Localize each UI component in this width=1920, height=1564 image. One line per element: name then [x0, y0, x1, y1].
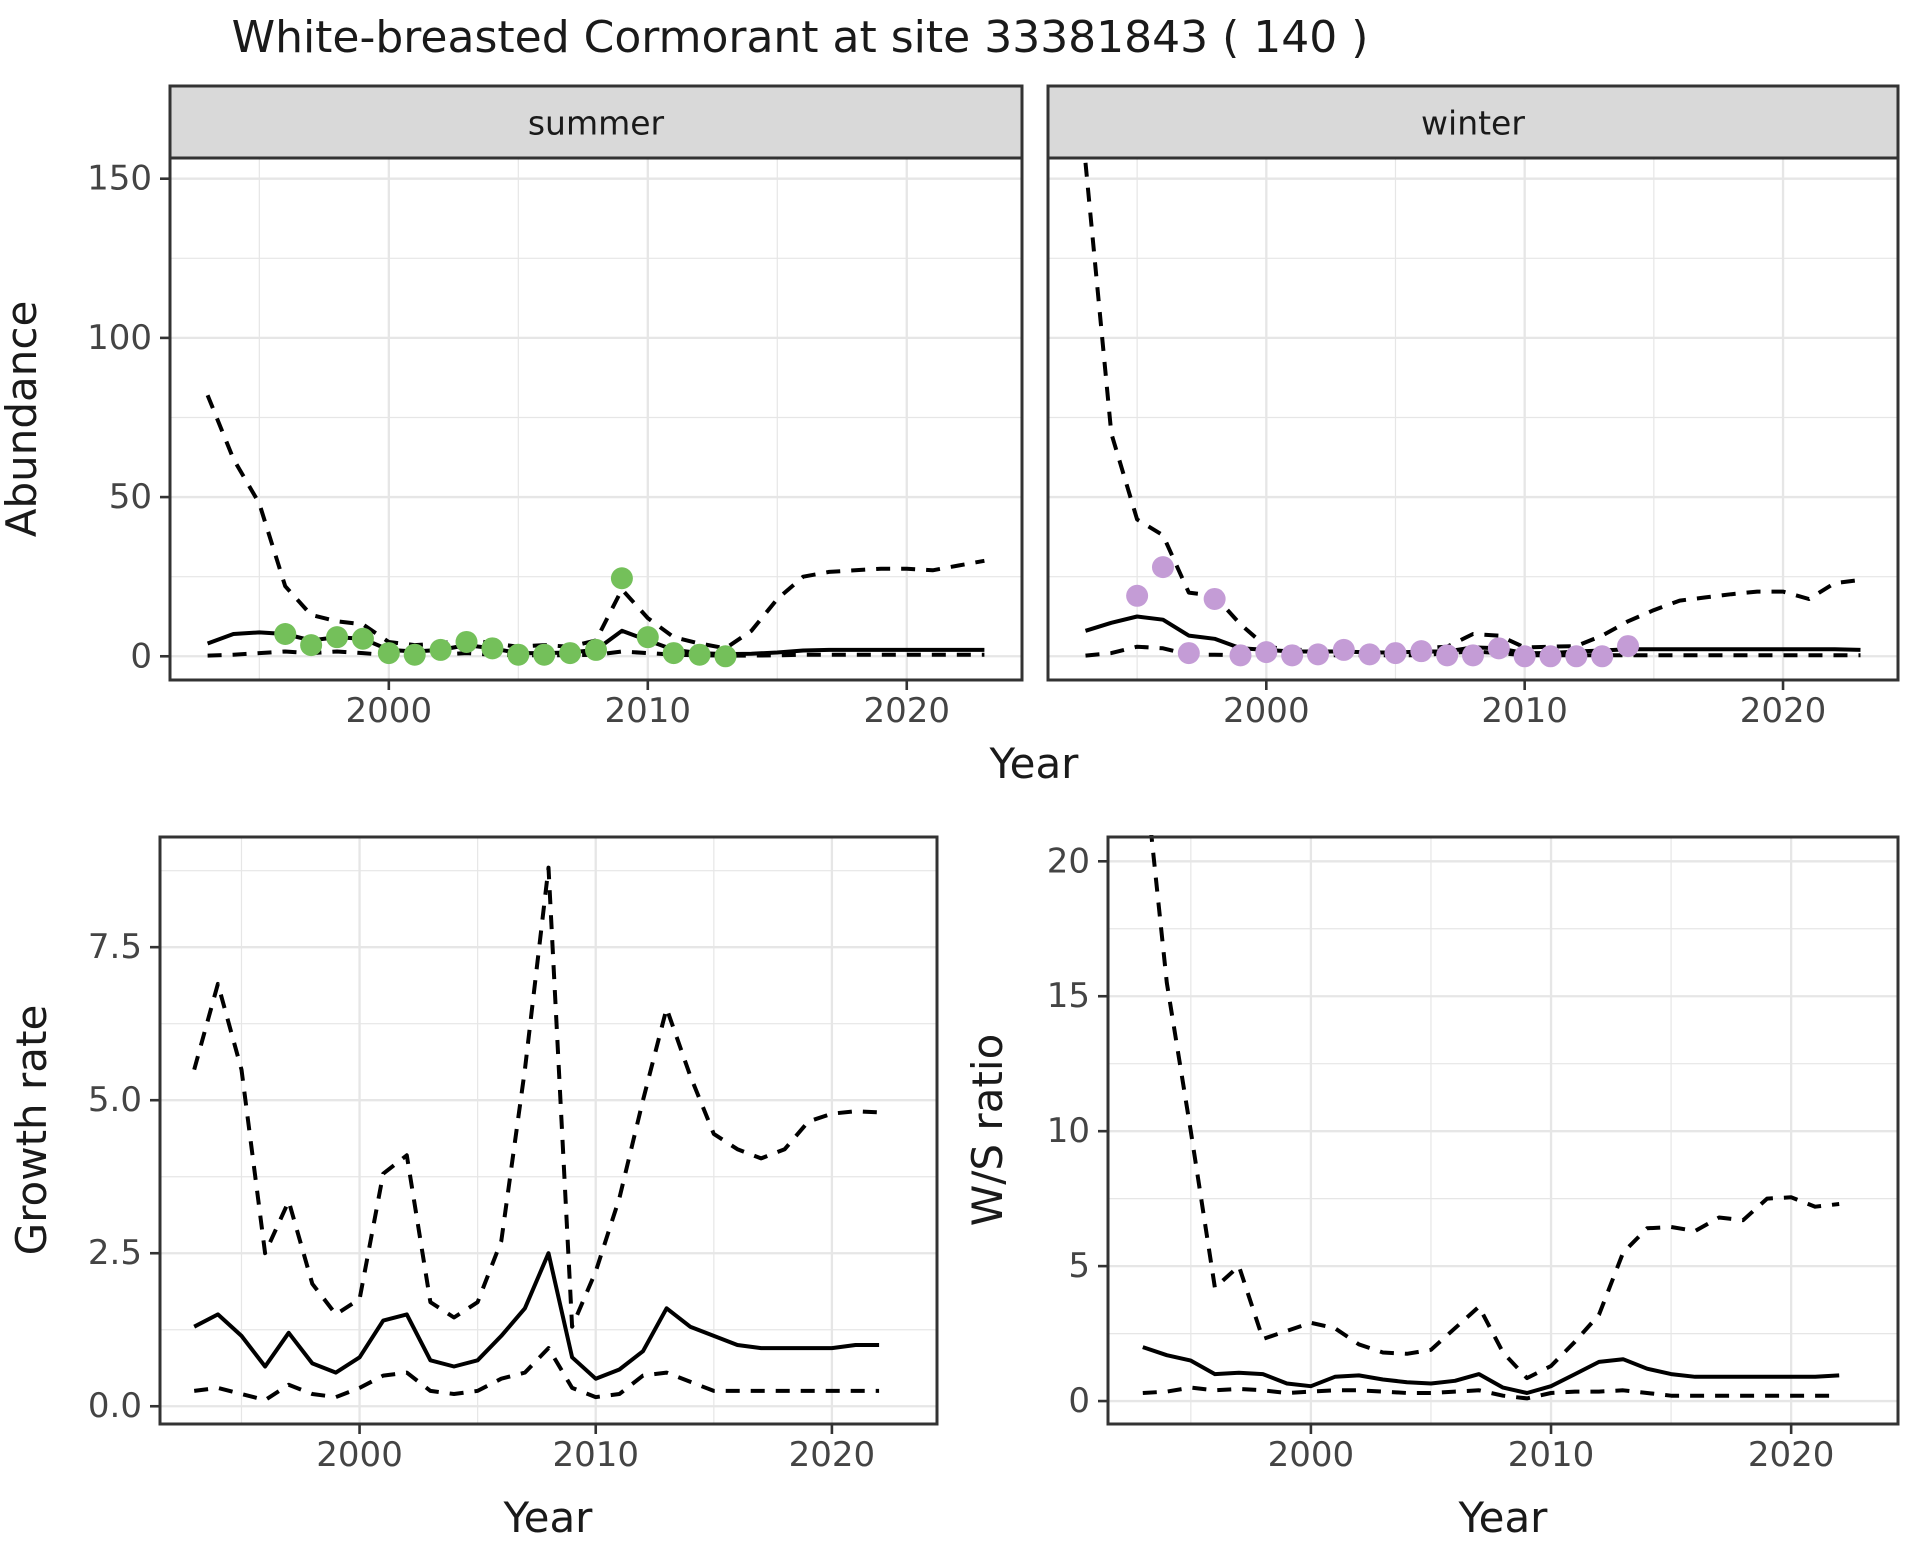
x-tick-label: 2020 — [789, 1435, 876, 1475]
abundance_summer-observation-point — [326, 626, 349, 649]
abundance_summer-observation-point — [662, 642, 685, 665]
abundance_winter-observation-point — [1281, 644, 1304, 667]
abundance_summer-observation-point — [533, 643, 556, 666]
facet-strip-summer — [168, 84, 1024, 160]
y-tick-label: 7.5 — [88, 927, 142, 967]
x-tick-label: 2010 — [605, 691, 692, 731]
abundance_winter-observation-point — [1255, 641, 1278, 664]
abundance_summer-observation-point — [636, 626, 659, 649]
ws_ratio-upper_ci-line — [1149, 835, 1840, 1381]
series-group — [1083, 162, 1861, 668]
abundance_winter-panel: winter 2000 2010 2020 — [1046, 84, 1900, 731]
abundance_winter-observation-point — [1229, 644, 1252, 667]
ws_ratio-median-line — [1142, 1345, 1840, 1395]
series-group — [205, 394, 985, 668]
x-tick-label: 2020 — [863, 691, 950, 731]
x-tick-label: 2000 — [346, 691, 433, 731]
y-tick-label: 10 — [1047, 1111, 1090, 1151]
x-tick-label: 2020 — [1748, 1435, 1835, 1475]
abundance_winter-observation-point — [1462, 644, 1484, 667]
abundance_winter-observation-point — [1332, 638, 1355, 661]
facet-strip-label: winter — [1421, 104, 1525, 143]
panel-background — [160, 837, 937, 1424]
panel-border — [158, 835, 939, 1426]
abundance_summer-observation-point — [610, 567, 633, 590]
abundance_summer-observation-point — [377, 642, 400, 665]
growth_rate-upper_ci-line — [192, 865, 880, 1329]
abundance_summer-observation-point — [455, 630, 478, 653]
y-tick-label: 0.0 — [88, 1386, 142, 1426]
abundance_winter-observation-point — [1539, 645, 1562, 668]
abundance_winter-observation-point — [1177, 642, 1200, 665]
y-tick-label: 15 — [1047, 976, 1090, 1016]
abundance_summer-observation-point — [507, 643, 530, 666]
growth_rate-panel: 2000 2010 2020 0.0 2.5 5.0 7.5 Year Growth rate — [7, 835, 939, 1542]
x-tick-label: 2000 — [1223, 691, 1310, 731]
abundance_winter-observation-point — [1151, 556, 1174, 579]
growth_rate-median-line — [193, 1251, 880, 1381]
x-axis-title: Year — [1458, 1493, 1549, 1542]
y-axis-title: W/S ratio — [963, 1034, 1012, 1227]
x-axis-title: Year — [989, 739, 1080, 788]
y-tick-label: 50 — [109, 477, 152, 517]
y-tick-label: 2.5 — [88, 1233, 142, 1273]
y-tick-label: 5.0 — [88, 1080, 142, 1120]
x-tick-label: 2010 — [1481, 691, 1568, 731]
abundance_winter-observation-point — [1565, 645, 1588, 668]
x-tick-label: 2010 — [552, 1435, 639, 1475]
facet-strip-winter — [1046, 84, 1900, 160]
abundance_summer-observation-point — [429, 638, 452, 661]
abundance_winter-observation-point — [1126, 584, 1149, 607]
series-group — [1142, 835, 1840, 1401]
figure-title: White-breasted Cormorant at site 3338184… — [232, 12, 1369, 63]
abundance_summer-observation-point — [714, 645, 737, 668]
ws_ratio-lower_ci-line — [1142, 1385, 1840, 1401]
abundance_summer-observation-point — [300, 634, 323, 657]
x-tick-label: 2020 — [1740, 691, 1827, 731]
panel-background — [170, 158, 1022, 680]
y-tick-label: 5 — [1068, 1246, 1090, 1286]
ws_ratio-panel: 2000 2010 2020 0 5 10 15 20 Year W/S ratio — [963, 835, 1900, 1542]
abundance_winter-observation-point — [1487, 637, 1510, 660]
abundance_summer-observation-point — [585, 638, 607, 661]
panel-background — [1048, 158, 1898, 680]
abundance_summer-observation-point — [559, 642, 582, 665]
series-group — [192, 865, 880, 1403]
abundance_summer-observation-point — [403, 643, 426, 666]
facet-strip-label: summer — [528, 104, 665, 143]
abundance_winter-observation-point — [1617, 635, 1640, 658]
abundance_summer-observation-point — [351, 627, 374, 650]
abundance_winter-observation-point — [1384, 642, 1407, 665]
x-tick-label: 2000 — [316, 1435, 403, 1475]
y-tick-label: 20 — [1047, 841, 1090, 881]
y-tick-label: 150 — [87, 159, 152, 199]
abundance_winter-observation-point — [1591, 645, 1614, 668]
abundance_winter-observation-point — [1410, 640, 1433, 663]
x-tick-label: 2010 — [1508, 1435, 1595, 1475]
y-tick-label: 0 — [1068, 1381, 1090, 1421]
x-axis-title: Year — [503, 1493, 594, 1542]
abundance_winter-observation-point — [1306, 643, 1329, 666]
abundance_summer-panel: summer 2000 2010 2020 0 50 100 150 Year Abundance — [0, 84, 1080, 788]
x-tick-label: 2000 — [1268, 1435, 1355, 1475]
abundance_summer-upper_ci-line — [205, 394, 985, 651]
abundance_winter-observation-point — [1436, 644, 1459, 667]
y-tick-label: 0 — [130, 636, 152, 676]
abundance_summer-observation-point — [274, 622, 297, 645]
abundance_summer-observation-point — [688, 643, 711, 666]
y-axis-title: Abundance — [0, 301, 46, 538]
abundance_winter-lower_ci-line — [1085, 644, 1861, 658]
abundance_winter-observation-point — [1203, 587, 1226, 610]
abundance_winter-observation-point — [1513, 645, 1536, 668]
y-tick-label: 100 — [87, 318, 152, 358]
abundance_winter-observation-point — [1358, 643, 1381, 666]
abundance_summer-observation-point — [481, 637, 504, 660]
y-axis-title: Growth rate — [7, 1005, 56, 1256]
